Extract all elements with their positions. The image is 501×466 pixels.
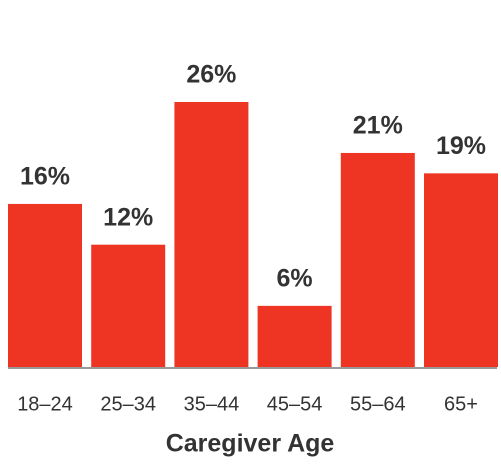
bar (174, 102, 249, 367)
x-tick-label: 18–24 (17, 393, 73, 415)
bar (91, 244, 166, 367)
x-axis-title: Caregiver Age (166, 430, 335, 458)
bar (257, 305, 332, 367)
bar (340, 152, 415, 367)
value-label: 6% (277, 264, 313, 292)
value-label: 21% (353, 112, 403, 140)
bar (424, 173, 498, 367)
x-tick-label: 25–34 (100, 393, 156, 415)
value-label: 19% (436, 132, 486, 160)
x-tick-label: 35–44 (184, 393, 240, 415)
x-tick-label: 45–54 (267, 393, 323, 415)
value-label: 12% (103, 203, 153, 231)
bar (8, 203, 82, 367)
x-tick-label: 55–64 (350, 393, 406, 415)
value-label: 26% (186, 61, 236, 89)
x-tick-label: 65+ (444, 393, 478, 415)
value-label: 16% (20, 163, 70, 191)
